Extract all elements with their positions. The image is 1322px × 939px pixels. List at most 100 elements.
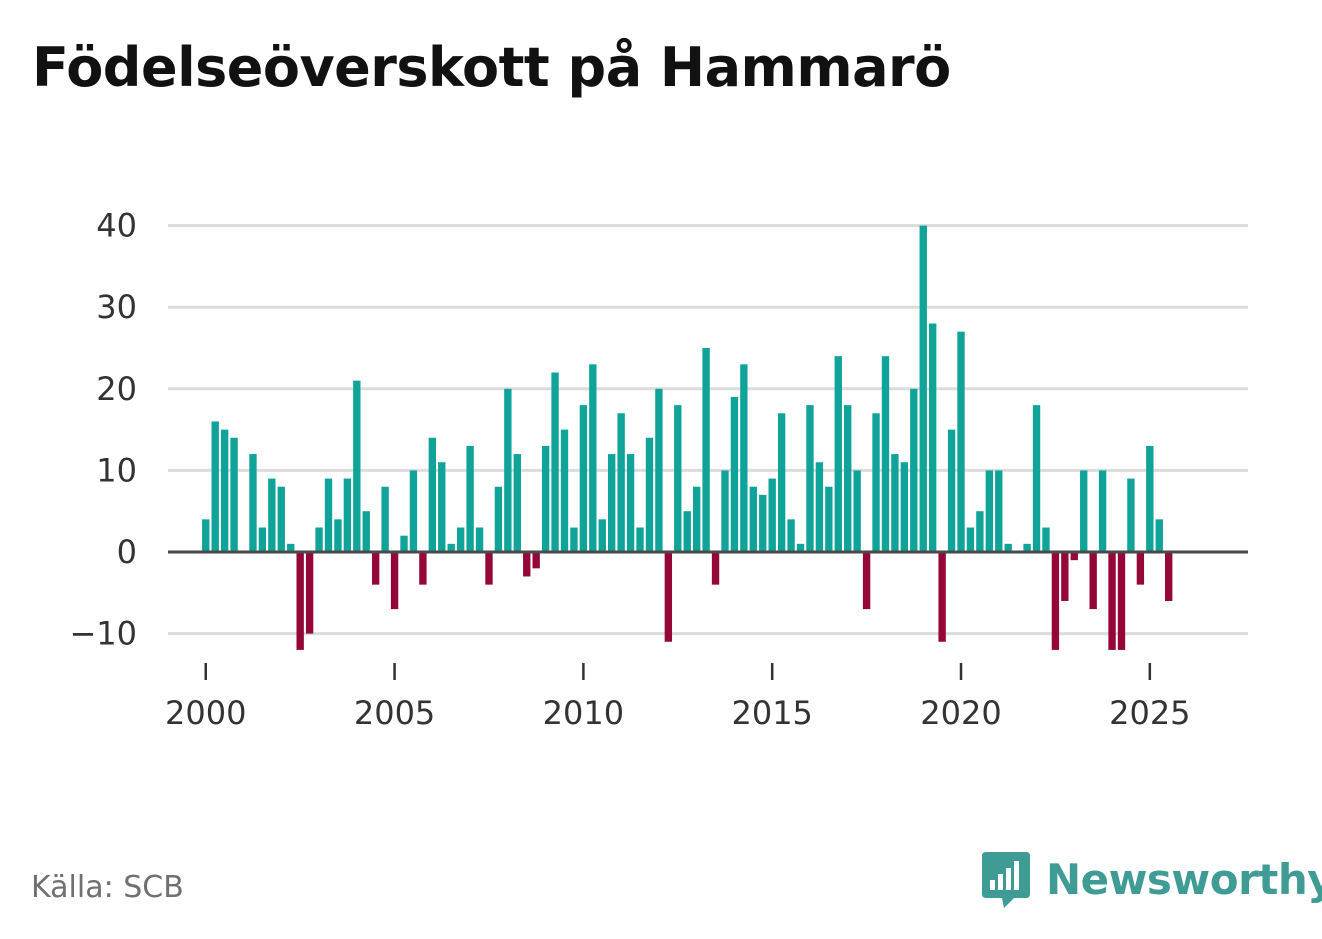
chart-title: Födelseöverskott på Hammarö [32,36,951,99]
bar [438,462,446,552]
bar [551,372,559,552]
y-tick-label: 20 [96,370,137,408]
bar [523,552,531,577]
bar [825,486,833,552]
bar [1070,552,1078,561]
bar [815,462,824,552]
bar [296,552,304,650]
bar [759,494,767,552]
bar [475,527,484,552]
bar [390,552,399,610]
bar [919,225,927,552]
bar [1155,519,1163,552]
bar [740,364,748,552]
bar [353,380,361,552]
bar [608,454,616,552]
bar [579,405,588,552]
bar [447,543,455,552]
bar [485,552,493,585]
bar [598,519,606,552]
y-tick-label: 10 [96,451,137,489]
bar [692,486,701,552]
bar [504,388,512,552]
bar [305,552,314,634]
bar [1108,552,1116,650]
bar [872,413,880,552]
bar [456,527,465,552]
brand-logo: Newsworthy [980,846,1322,912]
bar [409,470,418,552]
bar [1032,405,1041,552]
bar [400,535,408,552]
bar [881,356,890,552]
y-tick-label: −10 [69,615,137,653]
x-tick-label: 2005 [354,694,435,732]
bar [683,511,691,552]
bar [900,462,909,552]
bar [1127,478,1135,552]
bar [1117,552,1126,650]
bar [202,519,210,552]
bar [749,486,757,552]
bar [721,470,729,552]
bar [768,478,776,552]
bar [853,470,861,552]
newsworthy-logo-icon [982,852,1030,908]
bar [862,552,871,610]
bar [428,437,437,552]
bar [1004,543,1012,552]
bar [1080,470,1088,552]
bar [787,519,795,552]
bar [796,543,805,552]
bar [220,429,229,552]
bar [1136,552,1145,585]
bar [844,405,852,552]
bar [1051,552,1060,650]
x-tick-label: 2020 [920,694,1001,732]
bar [674,405,682,552]
x-tick-label: 2010 [543,694,624,732]
x-tick-label: 2000 [165,694,246,732]
bar [655,388,663,552]
y-tick-label: 30 [96,288,137,326]
bar [258,527,267,552]
bars [202,225,1173,650]
bar [929,323,937,552]
bar [419,552,427,585]
y-tick-label: 40 [96,207,137,245]
bar [287,543,295,552]
bar [362,511,370,552]
bar [1061,552,1069,601]
x-tick-label: 2025 [1109,694,1190,732]
bar [834,356,842,552]
x-tick-label: 2015 [731,694,812,732]
bar [324,478,333,552]
bar [1146,445,1154,552]
bar [277,486,285,552]
brand-name: Newsworthy [1046,854,1322,904]
y-tick-label: 0 [117,533,137,571]
bar [334,519,342,552]
bar [466,445,474,552]
bar [513,454,521,552]
bar [589,364,597,552]
bar [372,552,380,585]
bar [806,405,814,552]
bar [381,486,389,552]
bar [626,454,635,552]
bar [343,478,352,552]
bar [702,348,710,552]
bar [891,454,899,552]
bar [268,478,276,552]
bar [532,552,540,569]
bar-chart: −10 0 10 20 30 40 2000 2005 2010 2015 2020 2025 [69,207,1248,732]
bar [664,552,673,642]
bar [947,429,956,552]
bar [910,388,918,552]
bar [1098,470,1107,552]
bar [976,511,984,552]
bar [617,413,625,552]
bar [957,331,965,552]
bar [1165,552,1173,601]
bar [494,486,503,552]
